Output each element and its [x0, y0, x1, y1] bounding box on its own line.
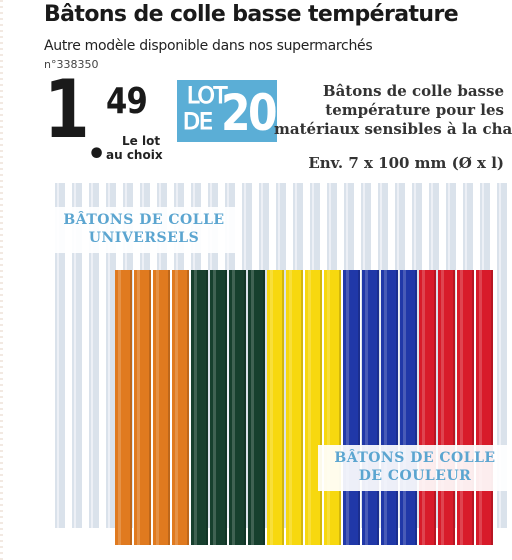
colored-glue-stick-shadow: [491, 270, 493, 545]
colored-glue-stick-shadow: [415, 270, 417, 545]
colored-glue-stick-dark-green: [191, 270, 208, 545]
colored-glue-stick-highlight: [118, 270, 121, 545]
colored-glue-stick-shadow: [434, 270, 436, 545]
colored-glue-stick-blue: [381, 270, 398, 545]
colored-glue-stick-shadow: [339, 270, 341, 545]
colored-glue-stick-red: [419, 270, 436, 545]
colored-glue-stick-blue: [343, 270, 360, 545]
colored-glue-stick-highlight: [194, 270, 197, 545]
clear-glue-stick-highlight: [57, 183, 59, 528]
colored-glue-stick-yellow: [267, 270, 284, 545]
colored-glue-stick-highlight: [346, 270, 349, 545]
description-line1: Bâtons de colle basse: [322, 82, 504, 100]
clear-glue-stick-highlight: [91, 183, 93, 528]
price-cents: 49: [106, 81, 148, 122]
colored-glue-stick-orange: [153, 270, 170, 545]
universal-label-line1: BÂTONS DE COLLE: [63, 212, 225, 228]
colored-glue-stick-red: [476, 270, 493, 545]
price-decimal-dot: •: [87, 137, 107, 172]
colored-glue-stick-shadow: [358, 270, 360, 545]
colored-glue-stick-highlight: [156, 270, 159, 545]
colored-glue-stick-shadow: [206, 270, 208, 545]
description-line2: température pour les: [325, 101, 504, 119]
colored-glue-stick-shadow: [149, 270, 151, 545]
price-unit-line2: au choix: [106, 148, 163, 162]
colored-glue-stick-highlight: [460, 270, 463, 545]
product-subtitle: Autre modèle disponible dans nos superma…: [44, 38, 373, 54]
colored-glue-stick-shadow: [225, 270, 227, 545]
colored-glue-stick-shadow: [301, 270, 303, 545]
colored-glue-stick-blue: [400, 270, 417, 545]
product-description: Bâtons de colle basse température pour l…: [274, 82, 512, 139]
colored-glue-stick-red: [438, 270, 455, 545]
lot-badge-count: 20: [221, 84, 278, 142]
price-unit-line1: Le lot: [122, 134, 161, 148]
colored-glue-stick-yellow: [324, 270, 341, 545]
clear-glue-stick: [497, 183, 507, 528]
price-euros: 1: [44, 63, 90, 156]
colour-label-line1: BÂTONS DE COLLE: [334, 450, 496, 466]
colour-label-line2: DE COULEUR: [358, 468, 472, 484]
clear-glue-stick: [89, 183, 99, 528]
clear-glue-stick: [72, 183, 82, 528]
colored-glue-stick-shadow: [263, 270, 265, 545]
colored-glue-stick-red: [457, 270, 474, 545]
colored-glue-stick-shadow: [130, 270, 132, 545]
colored-glue-stick-blue: [362, 270, 379, 545]
colored-glue-stick-shadow: [396, 270, 398, 545]
clear-glue-stick: [242, 183, 252, 528]
product-title: Bâtons de colle basse température: [44, 2, 459, 27]
colored-glue-stick-shadow: [168, 270, 170, 545]
colored-glue-stick-highlight: [251, 270, 254, 545]
colored-glue-stick-yellow: [286, 270, 303, 545]
universal-label-line2: UNIVERSELS: [88, 230, 200, 246]
colored-glue-stick-highlight: [308, 270, 311, 545]
colored-glue-stick-shadow: [453, 270, 455, 545]
lot-badge-word: LOT: [186, 84, 227, 109]
colored-glue-stick-highlight: [232, 270, 235, 545]
colored-glue-stick-highlight: [289, 270, 292, 545]
clear-glue-stick: [106, 183, 116, 528]
colored-glue-stick-shadow: [282, 270, 284, 545]
price-tag: 1 • 49 Le lot au choix: [44, 70, 164, 170]
clear-glue-stick-highlight: [108, 183, 110, 528]
colored-glue-stick-shadow: [187, 270, 189, 545]
colored-glue-stick-highlight: [327, 270, 330, 545]
colored-glue-stick-dark-green: [229, 270, 246, 545]
colored-glue-stick-orange: [172, 270, 189, 545]
colored-glue-stick-highlight: [365, 270, 368, 545]
clear-glue-stick-highlight: [499, 183, 501, 528]
colored-glue-stick-highlight: [270, 270, 273, 545]
colored-glue-stick-highlight: [384, 270, 387, 545]
colored-glue-stick-highlight: [422, 270, 425, 545]
colored-glue-stick-dark-green: [248, 270, 265, 545]
colored-glue-stick-orange: [134, 270, 151, 545]
colored-glue-stick-shadow: [377, 270, 379, 545]
colored-glue-stick-highlight: [403, 270, 406, 545]
colored-glue-stick-shadow: [472, 270, 474, 545]
colored-glue-stick-yellow: [305, 270, 322, 545]
colored-glue-stick-shadow: [320, 270, 322, 545]
lot-badge: LOT DE 20: [177, 80, 278, 142]
colored-glue-stick-shadow: [244, 270, 246, 545]
colored-glue-stick-dark-green: [210, 270, 227, 545]
colored-glue-stick-orange: [115, 270, 132, 545]
left-dotted-edge: [0, 0, 3, 560]
colored-glue-stick-highlight: [213, 270, 216, 545]
colored-glue-stick-highlight: [175, 270, 178, 545]
universal-sticks-label: BÂTONS DE COLLE UNIVERSELS: [48, 207, 240, 253]
product-dimensions: Env. 7 x 100 mm (Ø x l): [308, 154, 504, 172]
clear-glue-stick: [55, 183, 65, 528]
description-line3: matériaux sensibles à la cha: [274, 120, 512, 138]
clear-glue-stick-highlight: [74, 183, 76, 528]
colored-glue-stick-highlight: [137, 270, 140, 545]
clear-glue-stick-highlight: [227, 183, 229, 528]
lot-badge-de: DE: [183, 110, 214, 135]
colored-glue-stick-highlight: [441, 270, 444, 545]
product-reference: n°338350: [44, 58, 99, 71]
colour-sticks-label: BÂTONS DE COLLE DE COULEUR: [318, 445, 512, 491]
colored-glue-stick-highlight: [479, 270, 482, 545]
